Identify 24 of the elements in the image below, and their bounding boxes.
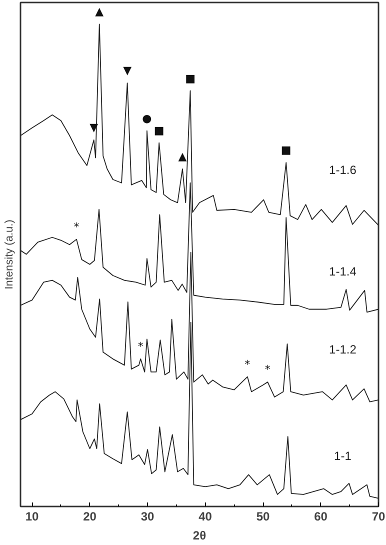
annotation: ● [142,112,152,125]
series-label: 1-1.4 [329,264,357,279]
annotation: ▲ [178,150,188,163]
annotation: * [264,363,271,376]
annotation: ▼ [123,64,132,78]
annotation: * [138,340,144,353]
text: 1-1.2 [329,342,357,356]
annotation: * [244,358,251,371]
x-tick-label: 30 [140,510,155,524]
annotation: ■ [154,124,164,137]
x-tick-label: 50 [256,510,270,524]
series-label: 1-1 [334,448,352,463]
x-tick-label: 60 [314,510,328,524]
annotation: ■ [280,144,292,157]
y-axis-title: Intensity (a.u.) [4,220,16,290]
annotation: ▲ [95,5,104,18]
annotation: * [74,220,80,234]
x-tick-label: 20 [83,510,97,524]
x-tick-label: 70 [372,510,386,524]
text: 1-1.6 [329,162,357,177]
x-tick-label: 10 [25,510,40,524]
x-tick-label: 40 [198,510,212,524]
x-axis-title: 2θ [192,528,206,542]
annotation: ■ [185,72,196,85]
